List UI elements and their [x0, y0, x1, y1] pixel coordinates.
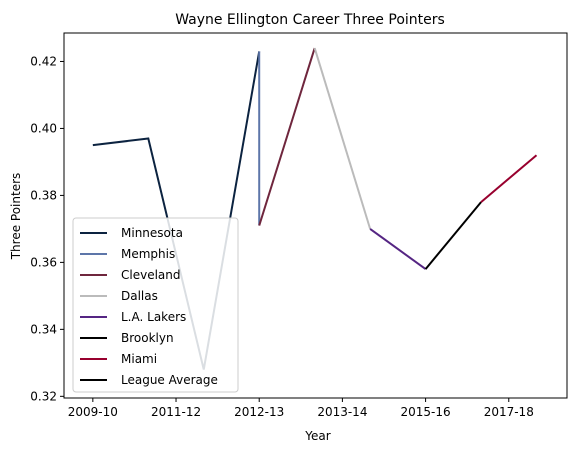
- y-tick-label: 0.32: [30, 389, 57, 403]
- x-tick-label: 2017-18: [484, 405, 534, 419]
- series-line-5: [424, 201, 482, 270]
- legend: Minnesota Memphis Cleveland Dallas L.A. Lake…: [72, 217, 239, 393]
- legend-label: Miami: [121, 352, 157, 366]
- legend-label: Memphis: [121, 247, 175, 261]
- series-line-4: [369, 228, 427, 270]
- series-line-2: [258, 47, 316, 226]
- y-tick-label: 0.36: [30, 255, 57, 269]
- x-tick-label: 2009-10: [68, 405, 118, 419]
- legend-label: Brooklyn: [121, 331, 174, 345]
- x-tick-label: 2011-12: [151, 405, 201, 419]
- x-tick-label: 2013-14: [317, 405, 367, 419]
- legend-label: L.A. Lakers: [121, 310, 186, 324]
- x-axis: 2009-10 2011-12 2012-13 2013-14 2015-16 2017-…: [68, 398, 534, 419]
- y-axis-label: Three Pointers: [9, 173, 23, 261]
- x-tick-label: 2012-13: [234, 405, 284, 419]
- y-tick-label: 0.40: [30, 121, 57, 135]
- y-tick-label: 0.38: [30, 188, 57, 202]
- legend-label: Minnesota: [121, 226, 183, 240]
- series-line-6: [480, 154, 538, 203]
- chart-title: Wayne Ellington Career Three Pointers: [175, 12, 445, 28]
- x-axis-label: Year: [304, 429, 330, 443]
- legend-label: League Average: [121, 373, 218, 387]
- y-tick-label: 0.42: [30, 54, 57, 68]
- x-tick-label: 2015-16: [401, 405, 451, 419]
- legend-label: Cleveland: [121, 268, 181, 282]
- series-line-3: [313, 47, 372, 230]
- legend-box: [72, 217, 239, 393]
- y-tick-label: 0.34: [30, 322, 57, 336]
- y-axis: 0.32 0.34 0.36 0.38 0.40 0.42: [30, 54, 64, 403]
- plot-frame: [63, 32, 568, 399]
- legend-label: Dallas: [121, 289, 158, 303]
